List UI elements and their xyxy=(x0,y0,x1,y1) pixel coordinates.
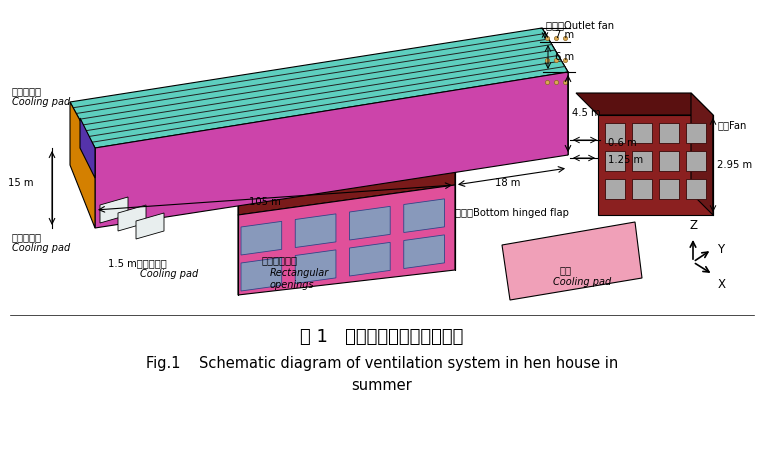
Polygon shape xyxy=(95,72,568,228)
Text: 1.25 m: 1.25 m xyxy=(608,155,643,165)
Bar xyxy=(686,179,706,199)
Text: 湿帘进风口: 湿帘进风口 xyxy=(12,86,42,96)
Polygon shape xyxy=(238,185,455,295)
Polygon shape xyxy=(241,221,282,255)
Bar xyxy=(632,123,652,143)
Text: 矩形进风小窗: 矩形进风小窗 xyxy=(262,255,298,265)
Text: 0.6 m: 0.6 m xyxy=(608,138,636,148)
Polygon shape xyxy=(295,250,336,284)
Text: Cooling pad: Cooling pad xyxy=(12,97,70,107)
Polygon shape xyxy=(403,235,445,269)
Text: Fig.1    Schematic diagram of ventilation system in hen house in: Fig.1 Schematic diagram of ventilation s… xyxy=(146,356,618,371)
Polygon shape xyxy=(238,148,455,215)
Text: openings: openings xyxy=(270,280,315,290)
Text: Rectangular: Rectangular xyxy=(270,268,329,278)
Bar xyxy=(659,151,679,171)
Text: 湿帘进风口: 湿帘进风口 xyxy=(12,232,42,242)
Bar xyxy=(605,151,625,171)
Text: Cooling pad: Cooling pad xyxy=(12,243,70,253)
Polygon shape xyxy=(576,93,713,115)
Text: 图 1   鸡舍夏季通风系统示意图: 图 1 鸡舍夏季通风系统示意图 xyxy=(300,328,464,346)
Bar xyxy=(605,123,625,143)
Polygon shape xyxy=(403,199,445,233)
Polygon shape xyxy=(70,102,95,228)
Polygon shape xyxy=(349,242,390,276)
Text: Y: Y xyxy=(717,243,724,256)
Polygon shape xyxy=(542,28,568,155)
Text: Z: Z xyxy=(690,219,698,232)
Bar xyxy=(632,179,652,199)
Polygon shape xyxy=(295,214,336,248)
Bar xyxy=(686,151,706,171)
Bar xyxy=(632,151,652,171)
Polygon shape xyxy=(118,205,146,231)
Text: 6 m: 6 m xyxy=(555,52,574,62)
Polygon shape xyxy=(542,28,568,155)
Text: Cooling pad: Cooling pad xyxy=(553,277,611,287)
Text: 导流板Bottom hinged flap: 导流板Bottom hinged flap xyxy=(455,208,569,218)
Bar xyxy=(605,179,625,199)
Text: 105 m: 105 m xyxy=(249,197,281,207)
Bar xyxy=(659,179,679,199)
Polygon shape xyxy=(349,206,390,240)
Polygon shape xyxy=(136,213,164,239)
Bar xyxy=(686,123,706,143)
Text: 15 m: 15 m xyxy=(8,178,34,188)
Text: 4.5 m: 4.5 m xyxy=(572,108,601,118)
Text: 18 m: 18 m xyxy=(495,178,521,188)
Text: 风机Fan: 风机Fan xyxy=(718,120,747,130)
Text: summer: summer xyxy=(351,378,413,393)
Text: 7 m: 7 m xyxy=(555,30,574,40)
Text: X: X xyxy=(718,278,726,291)
Text: Cooling pad: Cooling pad xyxy=(140,269,198,279)
Polygon shape xyxy=(598,115,713,215)
Polygon shape xyxy=(691,93,713,215)
Text: 1.5 m湿帘进风口: 1.5 m湿帘进风口 xyxy=(108,258,167,268)
Polygon shape xyxy=(502,222,642,300)
Text: 湿帘: 湿帘 xyxy=(560,265,572,275)
Bar xyxy=(659,123,679,143)
Text: 2.95 m: 2.95 m xyxy=(717,160,752,170)
Polygon shape xyxy=(241,257,282,291)
Polygon shape xyxy=(80,118,95,178)
Polygon shape xyxy=(100,197,128,223)
Text: 出风口Outlet fan: 出风口Outlet fan xyxy=(546,20,614,30)
Polygon shape xyxy=(70,28,568,148)
